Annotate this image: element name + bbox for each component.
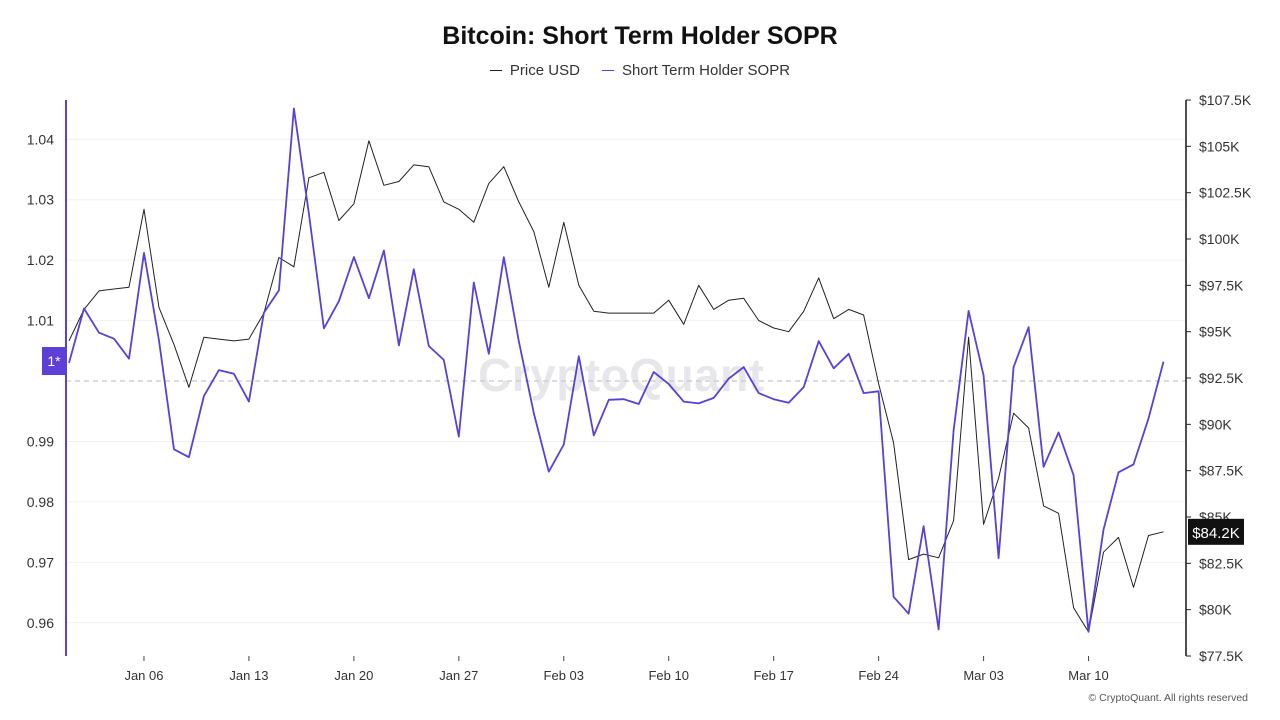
right-tick-label: $92.5K [1199,370,1244,386]
left-tick-label: 1.01 [27,313,54,329]
left-tick-label: 0.99 [27,433,54,449]
current-price-badge [1188,518,1244,545]
copyright-text: © CryptoQuant. All rights reserved [1088,692,1248,704]
chart-legend: Price USD Short Term Holder SOPR [0,62,1280,79]
x-tick-label: Jan 06 [124,668,163,683]
right-tick-label: $107.5K [1199,92,1252,108]
legend-swatch-price [489,70,502,71]
left-tick-label: 1.02 [27,252,54,268]
x-tick-label: Feb 17 [753,668,793,683]
x-tick-label: Feb 03 [544,668,584,683]
x-tick-label: Mar 03 [963,668,1003,683]
right-tick-label: $87.5K [1199,463,1244,479]
right-tick-label: $80K [1199,602,1232,618]
current-price-label: $84.2K [1192,525,1240,542]
legend-item-price[interactable]: Price USD [489,62,580,79]
reference-label: 1* [47,353,61,369]
x-tick-label: Feb 24 [858,668,898,683]
legend-label-price: Price USD [509,62,580,79]
chart-title: Bitcoin: Short Term Holder SOPR [442,22,838,50]
left-tick-label: 0.97 [27,554,54,570]
right-tick-label: $95K [1199,324,1232,340]
legend-swatch-sopr [601,70,614,71]
x-tick-label: Feb 10 [648,668,688,683]
left-tick-label: 0.96 [27,615,54,631]
right-tick-label: $82.5K [1199,555,1244,571]
right-tick-label: $77.5K [1199,648,1244,664]
right-tick-label: $102.5K [1199,185,1252,201]
right-tick-label: $100K [1199,231,1240,247]
right-tick-label: $97.5K [1199,277,1244,293]
right-tick-label: $90K [1199,416,1232,432]
x-tick-label: Jan 13 [229,668,268,683]
left-tick-label: 1.03 [27,192,54,208]
left-tick-label: 0.98 [27,494,54,510]
reference-label-box [42,347,66,376]
series-line-sopr [68,107,1165,633]
x-tick-label: Jan 20 [334,668,373,683]
x-tick-label: Mar 10 [1068,668,1108,683]
right-tick-label: $105K [1199,138,1240,154]
legend-item-sopr[interactable]: Short Term Holder SOPR [601,62,791,79]
left-tick-label: 1.04 [27,131,54,147]
x-tick-label: Jan 27 [439,668,478,683]
series-line-price [68,140,1164,633]
legend-label-sopr: Short Term Holder SOPR [621,62,791,79]
